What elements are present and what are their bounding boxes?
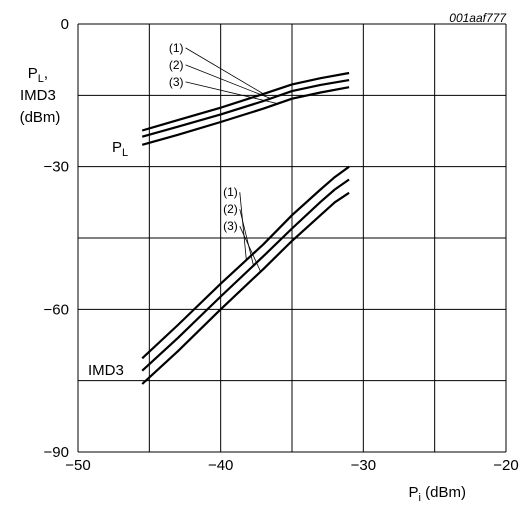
pl-leader-line-2 bbox=[186, 65, 271, 99]
y-axis-label: PL, IMD3 (dBm) bbox=[20, 65, 61, 126]
series-annotations: (1) (2) (3) (1) (2) (3) bbox=[169, 41, 238, 233]
pl-series-label-3: (3) bbox=[169, 75, 184, 89]
y-tick-label: −30 bbox=[44, 159, 69, 176]
pl-group-label-main: P bbox=[112, 139, 122, 156]
x-tick-label: −40 bbox=[208, 457, 233, 474]
imd3-series-label-1: (1) bbox=[223, 185, 238, 199]
series-curves bbox=[142, 73, 349, 384]
x-axis-label-unit: (dBm) bbox=[421, 484, 466, 501]
imd3-series-label-2: (2) bbox=[223, 202, 238, 216]
pl-series-label-2: (2) bbox=[169, 58, 184, 72]
x-tick-label: −50 bbox=[65, 457, 90, 474]
y-tick-label: −60 bbox=[44, 301, 69, 318]
imd3-series-line-1 bbox=[142, 167, 349, 359]
y-axis-label-comma: , bbox=[44, 65, 48, 82]
x-tick-label: −20 bbox=[493, 457, 518, 474]
y-axis-label-main: P bbox=[28, 65, 38, 82]
y-tick-labels: −90−60−300 bbox=[44, 16, 69, 461]
grid bbox=[78, 24, 506, 452]
pl-series-label-1: (1) bbox=[169, 41, 184, 55]
y-tick-label: 0 bbox=[61, 16, 69, 33]
imd3-group-label: IMD3 bbox=[88, 362, 124, 379]
x-axis-label: Pi (dBm) bbox=[409, 484, 466, 504]
imd3-series-line-3 bbox=[142, 193, 349, 384]
imd3-leader-line-1 bbox=[240, 192, 247, 260]
imd3-series-label-3: (3) bbox=[223, 219, 238, 233]
y-axis-label-line3: (dBm) bbox=[20, 109, 61, 126]
x-axis-label-main: P bbox=[409, 484, 419, 501]
x-tick-labels: −50 −40 −30 −20 bbox=[65, 457, 518, 474]
figure-id: 001aaf777 bbox=[449, 11, 507, 25]
imd3-leader-line-2 bbox=[240, 209, 254, 265]
x-tick-label: −30 bbox=[351, 457, 376, 474]
pl-group-label: PL bbox=[112, 139, 128, 159]
imd3-series-line-2 bbox=[142, 180, 349, 371]
y-axis-label-line2: IMD3 bbox=[20, 87, 56, 104]
y-axis-label-line1: PL, bbox=[28, 65, 48, 85]
pl-group-label-sub: L bbox=[122, 147, 128, 159]
pl-leader-line-1 bbox=[186, 48, 264, 94]
